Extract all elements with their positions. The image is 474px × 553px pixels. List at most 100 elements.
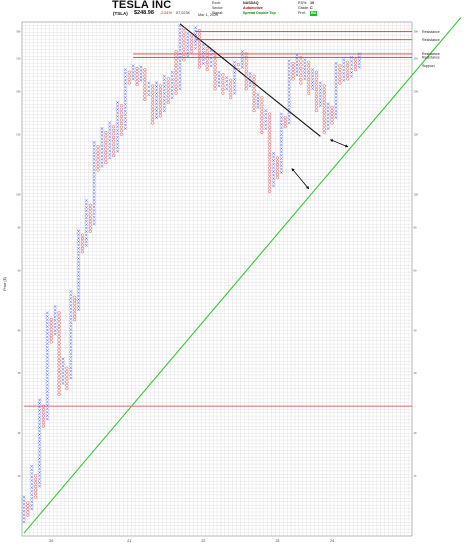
o-mark xyxy=(205,53,209,58)
o-mark xyxy=(268,189,272,194)
o-mark xyxy=(291,74,295,78)
x-mark xyxy=(162,74,166,78)
x-mark xyxy=(38,484,42,488)
o-mark xyxy=(197,29,202,33)
x-mark xyxy=(342,71,346,75)
o-mark xyxy=(104,137,108,141)
o-mark xyxy=(88,223,92,227)
o-column xyxy=(252,74,256,113)
x-mark xyxy=(318,94,322,98)
x-mark xyxy=(92,171,96,175)
o-mark xyxy=(57,382,61,386)
o-column xyxy=(57,311,61,396)
o-mark xyxy=(73,308,77,312)
x-mark xyxy=(108,156,112,160)
o-mark xyxy=(213,62,217,66)
o-mark xyxy=(229,85,233,89)
o-mark xyxy=(213,83,217,87)
o-mark xyxy=(57,341,61,346)
x-mark xyxy=(272,162,276,166)
x-column xyxy=(350,55,354,78)
o-mark xyxy=(291,61,295,66)
x-column xyxy=(108,121,112,160)
x-mark xyxy=(170,81,174,85)
o-mark xyxy=(299,70,303,74)
x-mark xyxy=(92,154,96,158)
x-mark xyxy=(38,433,42,437)
o-mark xyxy=(57,375,61,379)
x-mark xyxy=(178,27,182,31)
o-mark xyxy=(283,115,287,120)
x-mark xyxy=(178,69,182,73)
x-mark xyxy=(287,107,291,111)
o-column xyxy=(135,66,139,87)
x-mark xyxy=(272,177,276,181)
x-mark xyxy=(225,76,229,80)
x-mark xyxy=(77,297,81,301)
info-label: Signal: xyxy=(212,11,223,15)
price-tick-left: 100 xyxy=(16,194,21,197)
x-mark xyxy=(61,381,65,385)
x-mark xyxy=(38,408,42,412)
x-mark xyxy=(131,70,135,74)
x-mark xyxy=(69,362,73,366)
x-mark xyxy=(123,113,127,117)
x-mark xyxy=(178,55,182,59)
x-column xyxy=(201,43,205,65)
x-mark xyxy=(116,135,120,139)
x-mark xyxy=(38,415,42,419)
o-mark xyxy=(174,91,178,95)
price-tick-left: 150 xyxy=(16,133,21,136)
x-mark xyxy=(209,56,213,60)
x-mark xyxy=(162,78,166,82)
x-mark xyxy=(233,60,237,64)
x-mark xyxy=(334,85,338,89)
x-mark xyxy=(311,84,315,88)
o-mark xyxy=(158,94,163,98)
x-mark xyxy=(92,168,96,172)
x-mark xyxy=(186,38,190,42)
o-mark xyxy=(307,74,311,78)
x-mark xyxy=(240,65,244,69)
x-mark xyxy=(92,212,96,216)
x-mark xyxy=(209,49,213,53)
o-mark xyxy=(151,97,155,101)
o-mark xyxy=(182,51,186,55)
o-mark xyxy=(252,88,256,92)
x-mark xyxy=(69,314,73,318)
o-mark xyxy=(190,37,194,41)
line-labels: ResistanceResistanceResistanceResistance… xyxy=(422,30,440,68)
x-mark xyxy=(38,453,42,457)
o-mark xyxy=(158,107,163,111)
o-mark xyxy=(252,78,256,82)
x-mark xyxy=(69,321,73,325)
x-mark xyxy=(77,236,81,240)
x-mark xyxy=(116,118,120,122)
o-mark xyxy=(49,330,53,334)
o-mark xyxy=(96,158,100,162)
x-mark xyxy=(92,219,96,223)
x-column xyxy=(233,60,237,95)
o-mark xyxy=(338,67,342,71)
o-mark xyxy=(65,376,69,381)
o-mark xyxy=(244,87,248,91)
x-mark xyxy=(100,147,104,151)
o-mark xyxy=(182,40,186,45)
x-mark xyxy=(279,150,283,154)
x-mark xyxy=(272,155,276,159)
x-mark xyxy=(201,47,205,51)
o-mark xyxy=(268,149,272,153)
o-mark xyxy=(268,122,272,126)
year-tick: 21 xyxy=(127,539,131,543)
x-mark xyxy=(178,34,182,38)
x-mark xyxy=(77,277,81,281)
x-mark xyxy=(92,161,96,165)
x-mark xyxy=(256,93,260,97)
x-mark xyxy=(303,71,307,75)
x-mark xyxy=(61,360,65,364)
x-mark xyxy=(279,140,283,144)
o-mark xyxy=(252,91,256,96)
o-mark xyxy=(174,67,178,71)
x-mark xyxy=(84,226,88,230)
x-mark xyxy=(240,62,244,66)
